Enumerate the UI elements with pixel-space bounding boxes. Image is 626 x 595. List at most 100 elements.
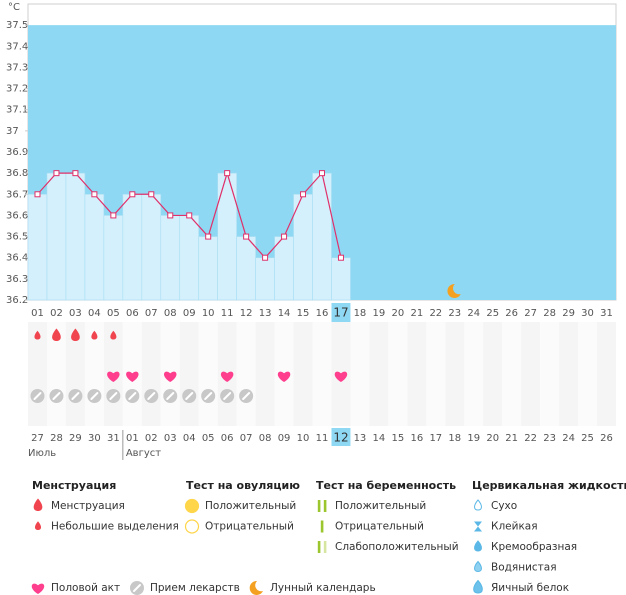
temp-column bbox=[122, 193, 143, 301]
date-label: 06 bbox=[221, 433, 234, 444]
date-label: 14 bbox=[373, 433, 386, 444]
day-cell bbox=[559, 322, 579, 426]
legend-title: Цервикальная жидкость bbox=[472, 479, 626, 492]
pill-slash bbox=[52, 392, 61, 400]
day-cell bbox=[312, 322, 332, 426]
day-label: 16 bbox=[316, 308, 329, 319]
legend-icon bbox=[323, 500, 327, 512]
legend-icon bbox=[323, 541, 327, 553]
day-label: 30 bbox=[581, 308, 594, 319]
legend-icon bbox=[184, 519, 200, 534]
day-cell bbox=[388, 322, 408, 426]
date-label: 27 bbox=[31, 433, 44, 444]
date-label: 03 bbox=[164, 433, 177, 444]
day-cell bbox=[502, 322, 522, 426]
temp-column bbox=[84, 193, 105, 301]
legend-item: Клейкая bbox=[491, 521, 538, 533]
date-label: 10 bbox=[297, 433, 310, 444]
legend-icon bbox=[184, 498, 200, 514]
legend-icon bbox=[473, 579, 483, 594]
temp-point bbox=[186, 212, 193, 219]
legend-item: Прием лекарств bbox=[150, 582, 240, 594]
day-label: 17 bbox=[333, 306, 348, 320]
date-label: 26 bbox=[600, 433, 613, 444]
pill-slash bbox=[147, 392, 156, 400]
date-highlight bbox=[331, 428, 351, 446]
menstruation-drop bbox=[52, 328, 61, 341]
temp-point bbox=[148, 191, 155, 198]
legend-item: Лунный календарь bbox=[270, 582, 376, 594]
day-label: 21 bbox=[410, 308, 423, 319]
legend-icon bbox=[31, 583, 45, 594]
day-label: 18 bbox=[354, 308, 367, 319]
temp-column bbox=[27, 193, 48, 301]
y-tick-label: 36.3 bbox=[6, 274, 28, 285]
y-tick-label: 37.4 bbox=[6, 41, 28, 52]
day-label: 19 bbox=[373, 308, 386, 319]
day-cell bbox=[597, 322, 616, 426]
date-label: 23 bbox=[543, 433, 556, 444]
legend-icon bbox=[474, 499, 482, 511]
date-label: 07 bbox=[240, 433, 253, 444]
date-label: 21 bbox=[505, 433, 518, 444]
month-label: Август bbox=[126, 448, 161, 459]
date-label: 20 bbox=[486, 433, 499, 444]
temp-column bbox=[312, 172, 332, 301]
pill-slash bbox=[128, 392, 137, 400]
temp-column bbox=[103, 215, 124, 301]
day-label: 13 bbox=[259, 308, 272, 319]
legend-icon bbox=[249, 580, 263, 595]
temp-point bbox=[262, 254, 269, 261]
pill-slash bbox=[223, 392, 232, 400]
day-cell bbox=[236, 322, 256, 426]
day-label: 31 bbox=[600, 308, 613, 319]
y-tick-label: 36.5 bbox=[6, 232, 28, 243]
pill-slash bbox=[242, 392, 251, 400]
date-label: 17 bbox=[429, 433, 442, 444]
day-cell bbox=[179, 322, 199, 426]
y-tick-label: 37.5 bbox=[6, 20, 28, 31]
temp-point bbox=[167, 212, 174, 219]
date-label: 12 bbox=[333, 431, 348, 445]
menstruation-drop bbox=[91, 330, 98, 340]
temp-column bbox=[255, 257, 275, 301]
intercourse-heart bbox=[220, 371, 234, 382]
temp-point bbox=[281, 233, 288, 240]
day-label: 15 bbox=[297, 308, 310, 319]
day-cell bbox=[540, 322, 560, 426]
temp-column bbox=[331, 257, 351, 301]
day-label: 25 bbox=[486, 308, 499, 319]
temp-column bbox=[274, 236, 294, 301]
date-label: 25 bbox=[581, 433, 594, 444]
date-label: 09 bbox=[278, 433, 291, 444]
pill-slash bbox=[204, 392, 213, 400]
legend-title: Тест на овуляцию bbox=[186, 479, 300, 492]
day-label: 08 bbox=[164, 308, 177, 319]
temp-point bbox=[91, 191, 98, 198]
legend-item: Половой акт bbox=[51, 582, 120, 594]
date-label: 31 bbox=[107, 433, 120, 444]
date-label: 04 bbox=[183, 433, 196, 444]
menstruation-drop bbox=[34, 330, 41, 340]
day-label: 05 bbox=[107, 308, 120, 319]
date-label: 29 bbox=[69, 433, 82, 444]
day-label: 23 bbox=[448, 308, 461, 319]
temp-column bbox=[65, 172, 86, 301]
day-label: 09 bbox=[183, 308, 196, 319]
day-label: 11 bbox=[221, 308, 234, 319]
legend-item: Слабоположительный bbox=[335, 541, 459, 553]
temp-point bbox=[53, 170, 60, 177]
temp-point bbox=[300, 191, 307, 198]
date-label: 18 bbox=[448, 433, 461, 444]
temp-column bbox=[46, 172, 67, 301]
date-label: 24 bbox=[562, 433, 575, 444]
pill-slash bbox=[166, 392, 175, 400]
day-label: 24 bbox=[467, 308, 480, 319]
day-label: 06 bbox=[126, 308, 139, 319]
date-label: 15 bbox=[392, 433, 405, 444]
y-tick-label: 36.9 bbox=[6, 147, 28, 158]
legend-icon bbox=[474, 540, 482, 552]
day-label: 04 bbox=[88, 308, 101, 319]
temp-column bbox=[160, 215, 181, 301]
